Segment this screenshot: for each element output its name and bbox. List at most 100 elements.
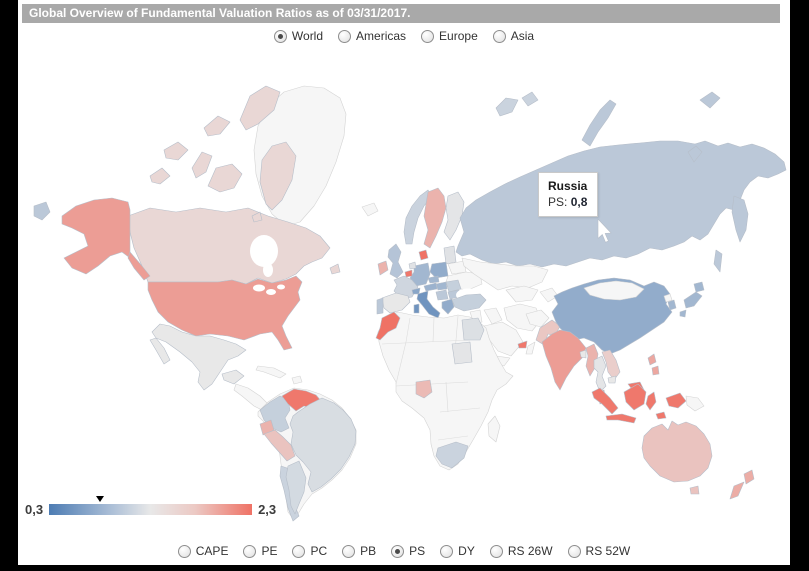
- radio-button-icon[interactable]: [492, 29, 506, 43]
- country-mexico[interactable]: [149, 323, 247, 391]
- radio-label: RS 26W: [507, 544, 553, 558]
- country-iceland[interactable]: [361, 202, 379, 217]
- country-netherlands[interactable]: [408, 261, 417, 270]
- country-morocco[interactable]: [375, 311, 401, 341]
- country-australia[interactable]: [641, 420, 713, 495]
- caspian-sea: [493, 286, 505, 312]
- country-ecuador[interactable]: [259, 419, 275, 436]
- legend-gradient-bar[interactable]: [49, 504, 253, 515]
- radio-label: CAPE: [195, 544, 229, 558]
- country-finland[interactable]: [443, 191, 465, 241]
- country-china[interactable]: [551, 277, 673, 355]
- country-egypt[interactable]: [461, 317, 485, 341]
- radio-ratio-rs-26w[interactable]: RS 26W: [489, 544, 553, 558]
- radio-button-icon[interactable]: [489, 544, 503, 558]
- country-iraq[interactable]: [483, 307, 503, 325]
- country-portugal[interactable]: [376, 297, 384, 315]
- country-papua-new-guinea[interactable]: [685, 395, 705, 412]
- radio-button-icon[interactable]: [273, 29, 287, 43]
- radio-region-asia[interactable]: Asia: [492, 29, 535, 43]
- country-baltics[interactable]: [443, 245, 457, 265]
- radio-region-world[interactable]: World: [273, 29, 324, 43]
- radio-label: PE: [261, 544, 278, 558]
- radio-region-europe[interactable]: Europe: [421, 29, 478, 43]
- radio-ratio-pe[interactable]: PE: [243, 544, 277, 558]
- radio-label: Asia: [510, 29, 535, 43]
- radio-button-icon[interactable]: [567, 544, 581, 558]
- country-united-kingdom[interactable]: [387, 243, 404, 279]
- country-greece[interactable]: [441, 298, 455, 315]
- radio-button-icon[interactable]: [338, 29, 352, 43]
- country-afghanistan[interactable]: [525, 309, 550, 328]
- country-denmark[interactable]: [418, 249, 429, 261]
- country-canada[interactable]: [127, 85, 341, 285]
- radio-label: DY: [458, 544, 475, 558]
- radio-label: Europe: [439, 29, 478, 43]
- radio-ratio-ps[interactable]: PS: [391, 544, 425, 558]
- country-philippines[interactable]: [647, 353, 660, 376]
- radio-ratio-cape[interactable]: CAPE: [177, 544, 229, 558]
- legend-max-label: 2,3: [258, 502, 277, 517]
- country-madagascar[interactable]: [487, 415, 501, 443]
- country-south-africa[interactable]: [435, 441, 469, 469]
- country-czechia[interactable]: [427, 275, 440, 284]
- country-new-zealand[interactable]: [729, 469, 755, 500]
- country-argentina[interactable]: [285, 460, 307, 515]
- country-sweden[interactable]: [423, 187, 447, 249]
- radio-button-icon[interactable]: [421, 29, 435, 43]
- country-belgium[interactable]: [404, 269, 413, 278]
- country-myanmar[interactable]: [585, 343, 599, 377]
- country-india[interactable]: [541, 329, 587, 391]
- country-ireland[interactable]: [377, 260, 389, 276]
- radio-ratio-rs-52w[interactable]: RS 52W: [567, 544, 630, 558]
- country-austria[interactable]: [423, 282, 438, 292]
- country-kazakhstan[interactable]: [461, 257, 549, 291]
- radio-button-icon[interactable]: [243, 544, 257, 558]
- country-vietnam[interactable]: [601, 349, 621, 381]
- country-spain[interactable]: [381, 292, 411, 314]
- country-united-states[interactable]: [61, 197, 303, 351]
- hudson-bay: [250, 235, 278, 267]
- country-turkey[interactable]: [451, 293, 487, 312]
- country-cambodia[interactable]: [607, 375, 617, 384]
- radio-ratio-dy[interactable]: DY: [440, 544, 475, 558]
- country-brazil[interactable]: [289, 397, 357, 493]
- radio-ratio-pc[interactable]: PC: [292, 544, 327, 558]
- country-bangladesh[interactable]: [579, 349, 587, 359]
- country-hungary[interactable]: [435, 281, 448, 291]
- radio-button-icon[interactable]: [440, 544, 454, 558]
- africa-base: [377, 311, 514, 471]
- radio-button-icon[interactable]: [177, 544, 191, 558]
- radio-label: PC: [310, 544, 328, 558]
- country-peru[interactable]: [263, 429, 296, 462]
- radio-button-icon[interactable]: [391, 544, 405, 558]
- country-france[interactable]: [393, 275, 419, 300]
- radio-button-icon[interactable]: [292, 544, 306, 558]
- great-lakes: [266, 289, 276, 295]
- region-radio-group: World Americas Europe Asia: [18, 29, 790, 43]
- country-sudan[interactable]: [451, 341, 473, 365]
- country-thailand[interactable]: [593, 355, 607, 393]
- radio-region-americas[interactable]: Americas: [338, 29, 406, 43]
- country-south-korea[interactable]: [667, 299, 677, 311]
- country-cuba[interactable]: [255, 365, 303, 385]
- country-north-korea[interactable]: [663, 293, 673, 303]
- country-uae[interactable]: [517, 340, 528, 349]
- country-japan[interactable]: [679, 281, 705, 318]
- country-romania[interactable]: [445, 279, 462, 293]
- country-nigeria[interactable]: [415, 379, 433, 399]
- country-indonesia[interactable]: [591, 383, 687, 424]
- country-mongolia[interactable]: [583, 280, 645, 301]
- country-serbia[interactable]: [435, 289, 449, 301]
- app-content: Global Overview of Fundamental Valuation…: [18, 0, 790, 565]
- region-central-asia[interactable]: [505, 285, 559, 303]
- legend-marker: [95, 496, 104, 502]
- country-poland[interactable]: [429, 261, 449, 279]
- country-germany[interactable]: [409, 262, 431, 287]
- country-oman[interactable]: [525, 341, 536, 355]
- radio-ratio-pb[interactable]: PB: [342, 544, 376, 558]
- legend-bar-wrap: [49, 496, 253, 515]
- country-norway-svalbard[interactable]: [495, 91, 539, 117]
- radio-label: World: [291, 29, 324, 43]
- radio-button-icon[interactable]: [342, 544, 356, 558]
